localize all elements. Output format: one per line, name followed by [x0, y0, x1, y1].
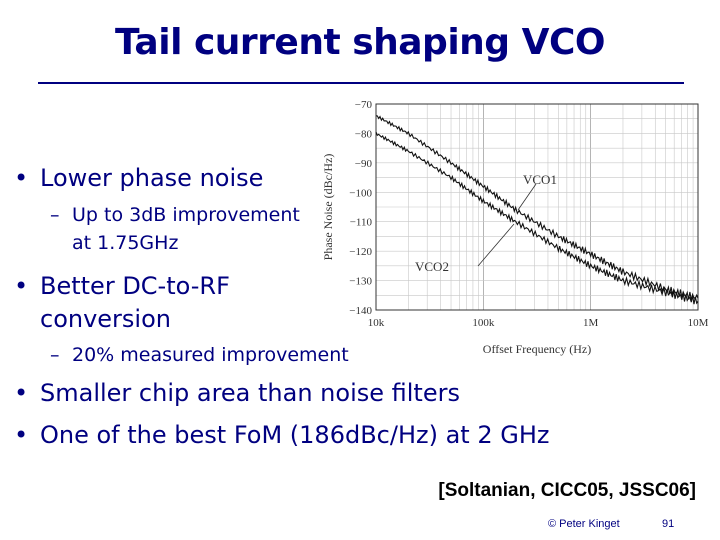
y-tick-label: −110 — [350, 217, 373, 229]
title-underline — [38, 82, 684, 84]
bullet-marker: • — [14, 421, 29, 449]
sub-bullet-text: at 1.75GHz — [72, 232, 179, 254]
bullet-text: One of the best FoM (186dBc/Hz) at 2 GHz — [40, 421, 550, 449]
y-tick-label: −70 — [355, 99, 373, 111]
page-number: 91 — [662, 518, 675, 530]
vco1-pointer-line — [517, 183, 537, 211]
x-axis-label: Offset Frequency (Hz) — [483, 342, 591, 356]
bullet-text: Better DC-to-RF — [40, 272, 230, 300]
bullet-text: conversion — [40, 305, 171, 333]
slide-title: Tail current shaping VCO — [115, 22, 605, 63]
y-tick-label: −140 — [349, 305, 372, 317]
y-tick-label: −120 — [349, 246, 372, 258]
dash-marker: – — [50, 344, 60, 366]
plot-frame — [375, 103, 699, 311]
bullet-marker: • — [14, 272, 29, 300]
citation: [Soltanian, CICC05, JSSC06] — [438, 480, 696, 501]
series-group — [375, 115, 699, 305]
chart-grid — [375, 103, 699, 311]
x-tick-label: 10k — [368, 317, 385, 329]
y-tick-labels: −70 −80 −90 −100 −110 −120 −130 −140 — [349, 99, 372, 317]
vco2-series-line — [375, 131, 699, 305]
y-tick-label: −130 — [349, 276, 372, 288]
y-tick-label: −80 — [355, 128, 373, 140]
sub-bullet-text: Up to 3dB improvement — [72, 204, 300, 226]
copyright: © Peter Kinget — [548, 518, 620, 530]
x-tick-label: 100k — [472, 317, 495, 329]
x-tick-label: 1M — [583, 317, 599, 329]
vco2-pointer-line — [477, 223, 515, 267]
vco1-annotation: VCO1 — [523, 172, 557, 187]
y-tick-label: −90 — [355, 158, 373, 170]
sub-bullet-text: 20% measured improvement — [72, 344, 349, 366]
bullet-marker: • — [14, 379, 29, 407]
dash-marker: – — [50, 204, 60, 226]
vco1-series-line — [375, 115, 699, 301]
phase-noise-chart: −70−80−90−100−110−120−130−140 10k 100k 1M 1… — [321, 99, 709, 356]
x-tick-labels: 10k 100k 1M 10M — [368, 317, 709, 329]
bullet-marker: • — [14, 164, 29, 192]
bullet-text: Smaller chip area than noise filters — [40, 379, 460, 407]
y-axis-label: Phase Noise (dBc/Hz) — [321, 154, 335, 261]
x-tick-label: 10M — [688, 317, 709, 329]
bullet-text: Lower phase noise — [40, 164, 264, 192]
y-tick-label: −100 — [349, 187, 372, 199]
vco2-annotation: VCO2 — [415, 259, 449, 274]
